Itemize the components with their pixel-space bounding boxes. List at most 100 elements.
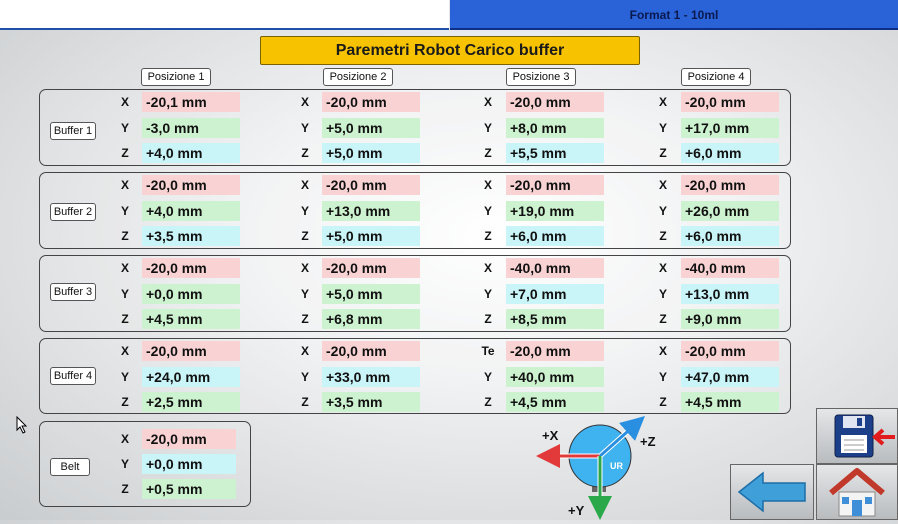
buffer-3-pos-1-z-field[interactable]: +4,5 mm [142,309,240,329]
buffer-3-pos-2-z-field[interactable]: +6,8 mm [322,309,420,329]
buffer-2-pos-1-x-field[interactable]: -20,0 mm [142,175,240,195]
buffer-4-pos-1-axis-y: Y [120,370,129,384]
buffer-4-pos-3-x-field[interactable]: -20,0 mm [506,341,604,361]
home-button[interactable] [816,464,898,520]
belt-axis-x: X [120,432,129,446]
buffer-3-pos-4-y-field[interactable]: +13,0 mm [681,284,779,304]
buffer-2-pos-2-x-field[interactable]: -20,0 mm [322,175,420,195]
buffer-4-pos-4-x-field[interactable]: -20,0 mm [681,341,779,361]
buffer-1-pos-1-y-field[interactable]: -3,0 mm [142,118,240,138]
belt-z-field[interactable]: +0,5 mm [142,479,236,499]
buffer-3-pos-2-axis-y: Y [300,287,309,301]
buffer-1-pos-3-x-field[interactable]: -20,0 mm [506,92,604,112]
buffer-1-pos-3-axis-z: Z [484,146,492,160]
buffer-3-pos-3-axis-z: Z [484,312,492,326]
buffer-2-pos-2-axis-x: X [300,178,309,192]
buffer-1-button[interactable]: Buffer 1 [50,122,96,140]
buffer-2-pos-3-axis-x: X [483,178,492,192]
position-3-label: Posizione 3 [506,68,576,86]
buffer-3-pos-4-axis-y: Y [658,287,667,301]
buffer-1-pos-2-y-field[interactable]: +5,0 mm [322,118,420,138]
buffer-2-pos-2-y-field[interactable]: +13,0 mm [322,201,420,221]
buffer-4-pos-2-z-field[interactable]: +3,5 mm [322,392,420,412]
buffer-2-pos-2-axis-z: Z [301,229,309,243]
buffer-2-pos-4-axis-y: Y [658,204,667,218]
buffer-3-pos-3-y-field[interactable]: +7,0 mm [506,284,604,304]
buffer-1-pos-2-axis-x: X [300,95,309,109]
buffer-1-pos-4-y-field[interactable]: +17,0 mm [681,118,779,138]
buffer-4-pos-3-axis-z: Z [484,395,492,409]
buffer-2-button[interactable]: Buffer 2 [50,203,96,221]
buffer-3-pos-4-x-field[interactable]: -40,0 mm [681,258,779,278]
back-button[interactable] [730,464,814,520]
position-1-label: Posizione 1 [141,68,211,86]
format-label: Format 1 - 10ml [450,0,898,30]
ur-label: UR [610,461,623,471]
buffer-1-pos-3-axis-y: Y [483,121,492,135]
buffer-4-pos-1-z-field[interactable]: +2,5 mm [142,392,240,412]
buffer-2-pos-3-y-field[interactable]: +19,0 mm [506,201,604,221]
buffer-1-pos-4-x-field[interactable]: -20,0 mm [681,92,779,112]
buffer-4-button[interactable]: Buffer 4 [50,367,96,385]
buffer-3-pos-2-y-field[interactable]: +5,0 mm [322,284,420,304]
buffer-3-button[interactable]: Buffer 3 [50,283,96,301]
belt-button[interactable]: Belt [50,458,90,476]
buffer-2-pos-1-y-field[interactable]: +4,0 mm [142,201,240,221]
buffer-2-pos-3-axis-y: Y [483,204,492,218]
buffer-2-pos-1-z-field[interactable]: +3,5 mm [142,226,240,246]
buffer-1-pos-4-z-field[interactable]: +6,0 mm [681,143,779,163]
buffer-1-pos-3-y-field[interactable]: +8,0 mm [506,118,604,138]
buffer-1-pos-1-axis-x: X [120,95,129,109]
buffer-3-pos-4-z-field[interactable]: +9,0 mm [681,309,779,329]
buffer-2-pos-1-axis-x: X [120,178,129,192]
buffer-1-pos-1-x-field[interactable]: -20,1 mm [142,92,240,112]
buffer-1-pos-1-axis-z: Z [121,146,129,160]
buffer-3-pos-1-axis-z: Z [121,312,129,326]
buffer-1-pos-2-z-field[interactable]: +5,0 mm [322,143,420,163]
buffer-3-pos-3-z-field[interactable]: +8,5 mm [506,309,604,329]
belt-y-field[interactable]: +0,0 mm [142,454,236,474]
buffer-2-pos-2-axis-y: Y [300,204,309,218]
buffer-2-pos-3-x-field[interactable]: -20,0 mm [506,175,604,195]
buffer-4-pos-1-x-field[interactable]: -20,0 mm [142,341,240,361]
axis-plus-z-label: +Z [640,434,656,449]
axis-plus-y-label: +Y [568,503,585,518]
buffer-4-pos-3-z-field[interactable]: +4,5 mm [506,392,604,412]
buffer-2-pos-4-x-field[interactable]: -20,0 mm [681,175,779,195]
buffer-1-pos-3-z-field[interactable]: +5,5 mm [506,143,604,163]
buffer-1-pos-4-axis-y: Y [658,121,667,135]
buffer-3-pos-1-y-field[interactable]: +0,0 mm [142,284,240,304]
buffer-4-pos-2-x-field[interactable]: -20,0 mm [322,341,420,361]
buffer-4-pos-2-axis-x: X [300,344,309,358]
buffer-2-pos-1-axis-y: Y [120,204,129,218]
buffer-3-pos-1-x-field[interactable]: -20,0 mm [142,258,240,278]
buffer-4-pos-1-axis-x: X [120,344,129,358]
buffer-4-pos-3-y-field[interactable]: +40,0 mm [506,367,604,387]
buffer-1-pos-2-x-field[interactable]: -20,0 mm [322,92,420,112]
home-icon [829,468,885,517]
save-to-device-icon [834,414,895,458]
buffer-3-pos-3-x-field[interactable]: -40,0 mm [506,258,604,278]
buffer-2-pos-3-z-field[interactable]: +6,0 mm [506,226,604,246]
buffer-2-pos-2-z-field[interactable]: +5,0 mm [322,226,420,246]
axis-plus-x-label: +X [542,428,559,443]
top-bar-left [0,0,449,30]
buffer-4-pos-2-y-field[interactable]: +33,0 mm [322,367,420,387]
buffer-4-pos-4-axis-y: Y [658,370,667,384]
belt-x-field[interactable]: -20,0 mm [142,429,236,449]
buffer-2-pos-4-z-field[interactable]: +6,0 mm [681,226,779,246]
buffer-4-pos-2-axis-z: Z [301,395,309,409]
buffer-2-pos-1-axis-z: Z [121,229,129,243]
buffer-1-pos-1-z-field[interactable]: +4,0 mm [142,143,240,163]
buffer-3-pos-2-x-field[interactable]: -20,0 mm [322,258,420,278]
buffer-2-pos-4-y-field[interactable]: +26,0 mm [681,201,779,221]
buffer-1-pos-4-axis-x: X [658,95,667,109]
buffer-4-pos-4-y-field[interactable]: +47,0 mm [681,367,779,387]
save-button[interactable] [816,408,898,464]
buffer-4-pos-4-z-field[interactable]: +4,5 mm [681,392,779,412]
buffer-4-pos-1-y-field[interactable]: +24,0 mm [142,367,240,387]
belt-axis-z: Z [121,482,129,496]
position-2-label: Posizione 2 [323,68,393,86]
mouse-cursor-icon [16,416,28,434]
buffer-4-pos-4-axis-z: Z [659,395,667,409]
